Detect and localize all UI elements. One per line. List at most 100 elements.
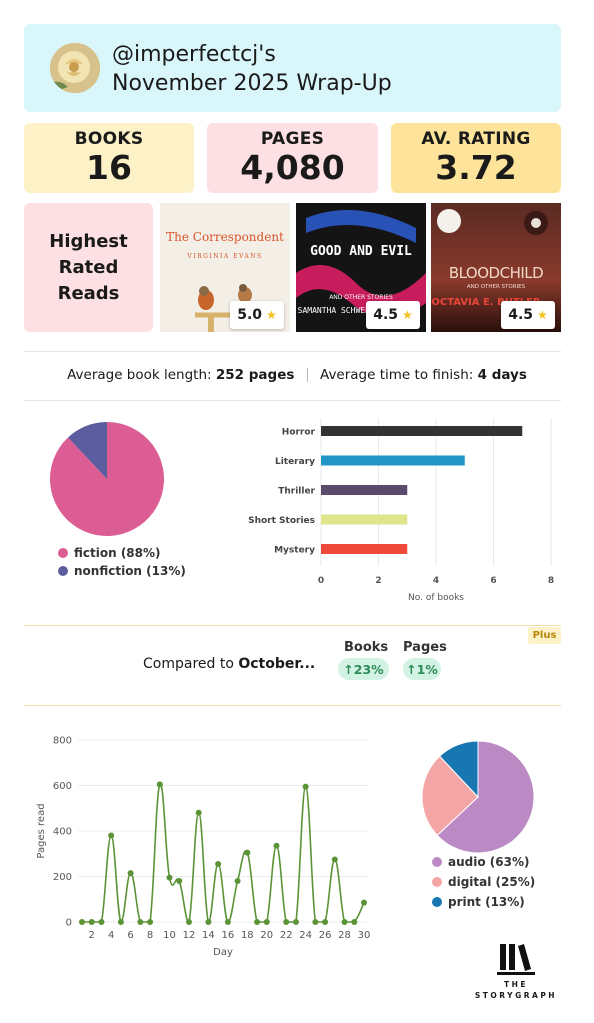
data-point[interactable] (302, 783, 309, 790)
x-tick-label: 8 (147, 930, 153, 941)
book-title-2: GOOD AND EVIL (310, 244, 412, 259)
bar-horror (321, 426, 523, 436)
data-point[interactable] (117, 919, 124, 925)
book-author-1: VIRGINIA EVANS (186, 253, 262, 260)
books-change-badge: ↑23% (338, 658, 389, 680)
divider (24, 351, 561, 352)
stat-books-value: 16 (86, 148, 132, 187)
storygraph-logo-icon (497, 944, 535, 975)
books-compare-header: Books (344, 640, 389, 655)
data-point[interactable] (263, 919, 270, 925)
data-point[interactable] (234, 878, 241, 885)
x-axis-label: Day (213, 947, 233, 958)
legend-label: audio (63%) (448, 855, 530, 869)
averages-line: Average book length: 252 pages Average t… (0, 367, 594, 383)
pie-slice-audio (436, 741, 534, 853)
data-point[interactable] (79, 919, 85, 925)
rating-badge: 4.5 ★ (501, 301, 555, 329)
pages-change-badge: ↑1% (403, 658, 441, 680)
separator (306, 368, 308, 382)
highest-rated-text: Highest Rated Reads (49, 230, 128, 304)
data-point[interactable] (88, 919, 95, 925)
data-point[interactable] (205, 919, 212, 925)
stat-pages: PAGES 4,080 (207, 123, 378, 193)
data-point[interactable] (361, 899, 367, 906)
legend-item: nonfiction (13%) (58, 562, 186, 580)
data-point[interactable] (254, 919, 261, 925)
format-legend: audio (63%) digital (25%) print (13%) (432, 852, 535, 912)
pages-compare-header: Pages (403, 640, 447, 655)
stat-rating-value: 3.72 (435, 148, 517, 187)
legend-label: digital (25%) (448, 875, 536, 889)
star-icon: ★ (537, 308, 548, 322)
x-tick-label: 22 (280, 930, 293, 941)
category-label: Horror (282, 428, 316, 438)
bar-mystery (321, 544, 408, 554)
data-point[interactable] (322, 919, 329, 925)
data-point[interactable] (176, 878, 183, 885)
book-title-3: BLOODCHILD (449, 264, 543, 282)
data-point[interactable] (292, 919, 299, 925)
legend-dot (58, 566, 68, 576)
y-tick-label: 600 (53, 781, 72, 792)
stat-pages-label: PAGES (260, 129, 325, 149)
stat-books: BOOKS 16 (24, 123, 194, 193)
data-point[interactable] (137, 919, 144, 925)
category-label: Thriller (278, 487, 315, 497)
rating-badge: 4.5 ★ (366, 301, 420, 329)
category-label: Literary (275, 457, 315, 467)
avg-time-value: 4 days (477, 367, 527, 383)
avg-time-label: Average time to finish: (320, 367, 474, 383)
data-point[interactable] (185, 919, 192, 925)
storygraph-logo[interactable]: THE STORYGRAPH (472, 942, 560, 1001)
rating-badge: 5.0 ★ (230, 301, 284, 329)
logo-text-the: THE (503, 980, 529, 989)
y-axis-label: Pages read (36, 803, 47, 858)
data-point[interactable] (98, 919, 105, 925)
book-subtitle-3: AND OTHER STORIES (467, 284, 526, 290)
divider (24, 705, 561, 706)
stat-rating: AV. RATING 3.72 (391, 123, 561, 193)
data-point[interactable] (127, 870, 134, 877)
avg-length-label: Average book length: (67, 367, 212, 383)
genre-bar-chart: 0 2 4 6 8 Horror Literary Thriller Short Stories… (248, 418, 554, 603)
data-point[interactable] (195, 809, 202, 816)
data-point[interactable] (156, 781, 163, 788)
data-point[interactable] (283, 919, 290, 925)
x-tick-label: 20 (260, 930, 273, 941)
x-tick-label: 6 (490, 576, 496, 586)
data-point[interactable] (224, 919, 231, 925)
book-author-3: OCTAVIA E. BUTLER (431, 297, 541, 308)
compare-month[interactable]: October... (238, 656, 316, 672)
pie-slice-nonfiction (67, 422, 107, 479)
legend-item: fiction (88%) (58, 544, 186, 562)
data-point[interactable] (244, 849, 251, 856)
x-tick-label: 30 (358, 930, 371, 941)
data-point[interactable] (166, 874, 173, 881)
fiction-pie-chart (50, 422, 164, 536)
divider (24, 625, 561, 626)
data-point[interactable] (215, 860, 222, 867)
book-cover-good-and-evil[interactable]: GOOD AND EVIL AND OTHER STORIES SAMANTHA… (296, 203, 426, 332)
data-point[interactable] (341, 919, 348, 925)
avatar[interactable] (50, 43, 100, 93)
rating-value: 4.5 (508, 307, 534, 323)
username: @imperfectcj's (112, 42, 276, 67)
y-tick-label: 800 (53, 736, 72, 747)
data-point[interactable] (273, 842, 280, 849)
book-cover-correspondent[interactable]: The Correspondent VIRGINIA EVANS 5.0 ★ (160, 203, 290, 332)
x-tick-label: 16 (221, 930, 234, 941)
data-point[interactable] (108, 832, 115, 839)
data-point[interactable] (331, 856, 338, 863)
x-tick-label: 10 (163, 930, 176, 941)
y-tick-label: 200 (53, 872, 72, 883)
x-tick-label: 4 (433, 576, 439, 586)
data-point[interactable] (312, 919, 319, 925)
book-cover-bloodchild[interactable]: BLOODCHILD AND OTHER STORIES OCTAVIA E. … (431, 203, 561, 332)
category-label: Mystery (274, 546, 315, 556)
data-point[interactable] (147, 919, 154, 925)
stat-rating-label: AV. RATING (421, 129, 531, 149)
legend-dot (432, 877, 442, 887)
data-point[interactable] (351, 919, 358, 925)
